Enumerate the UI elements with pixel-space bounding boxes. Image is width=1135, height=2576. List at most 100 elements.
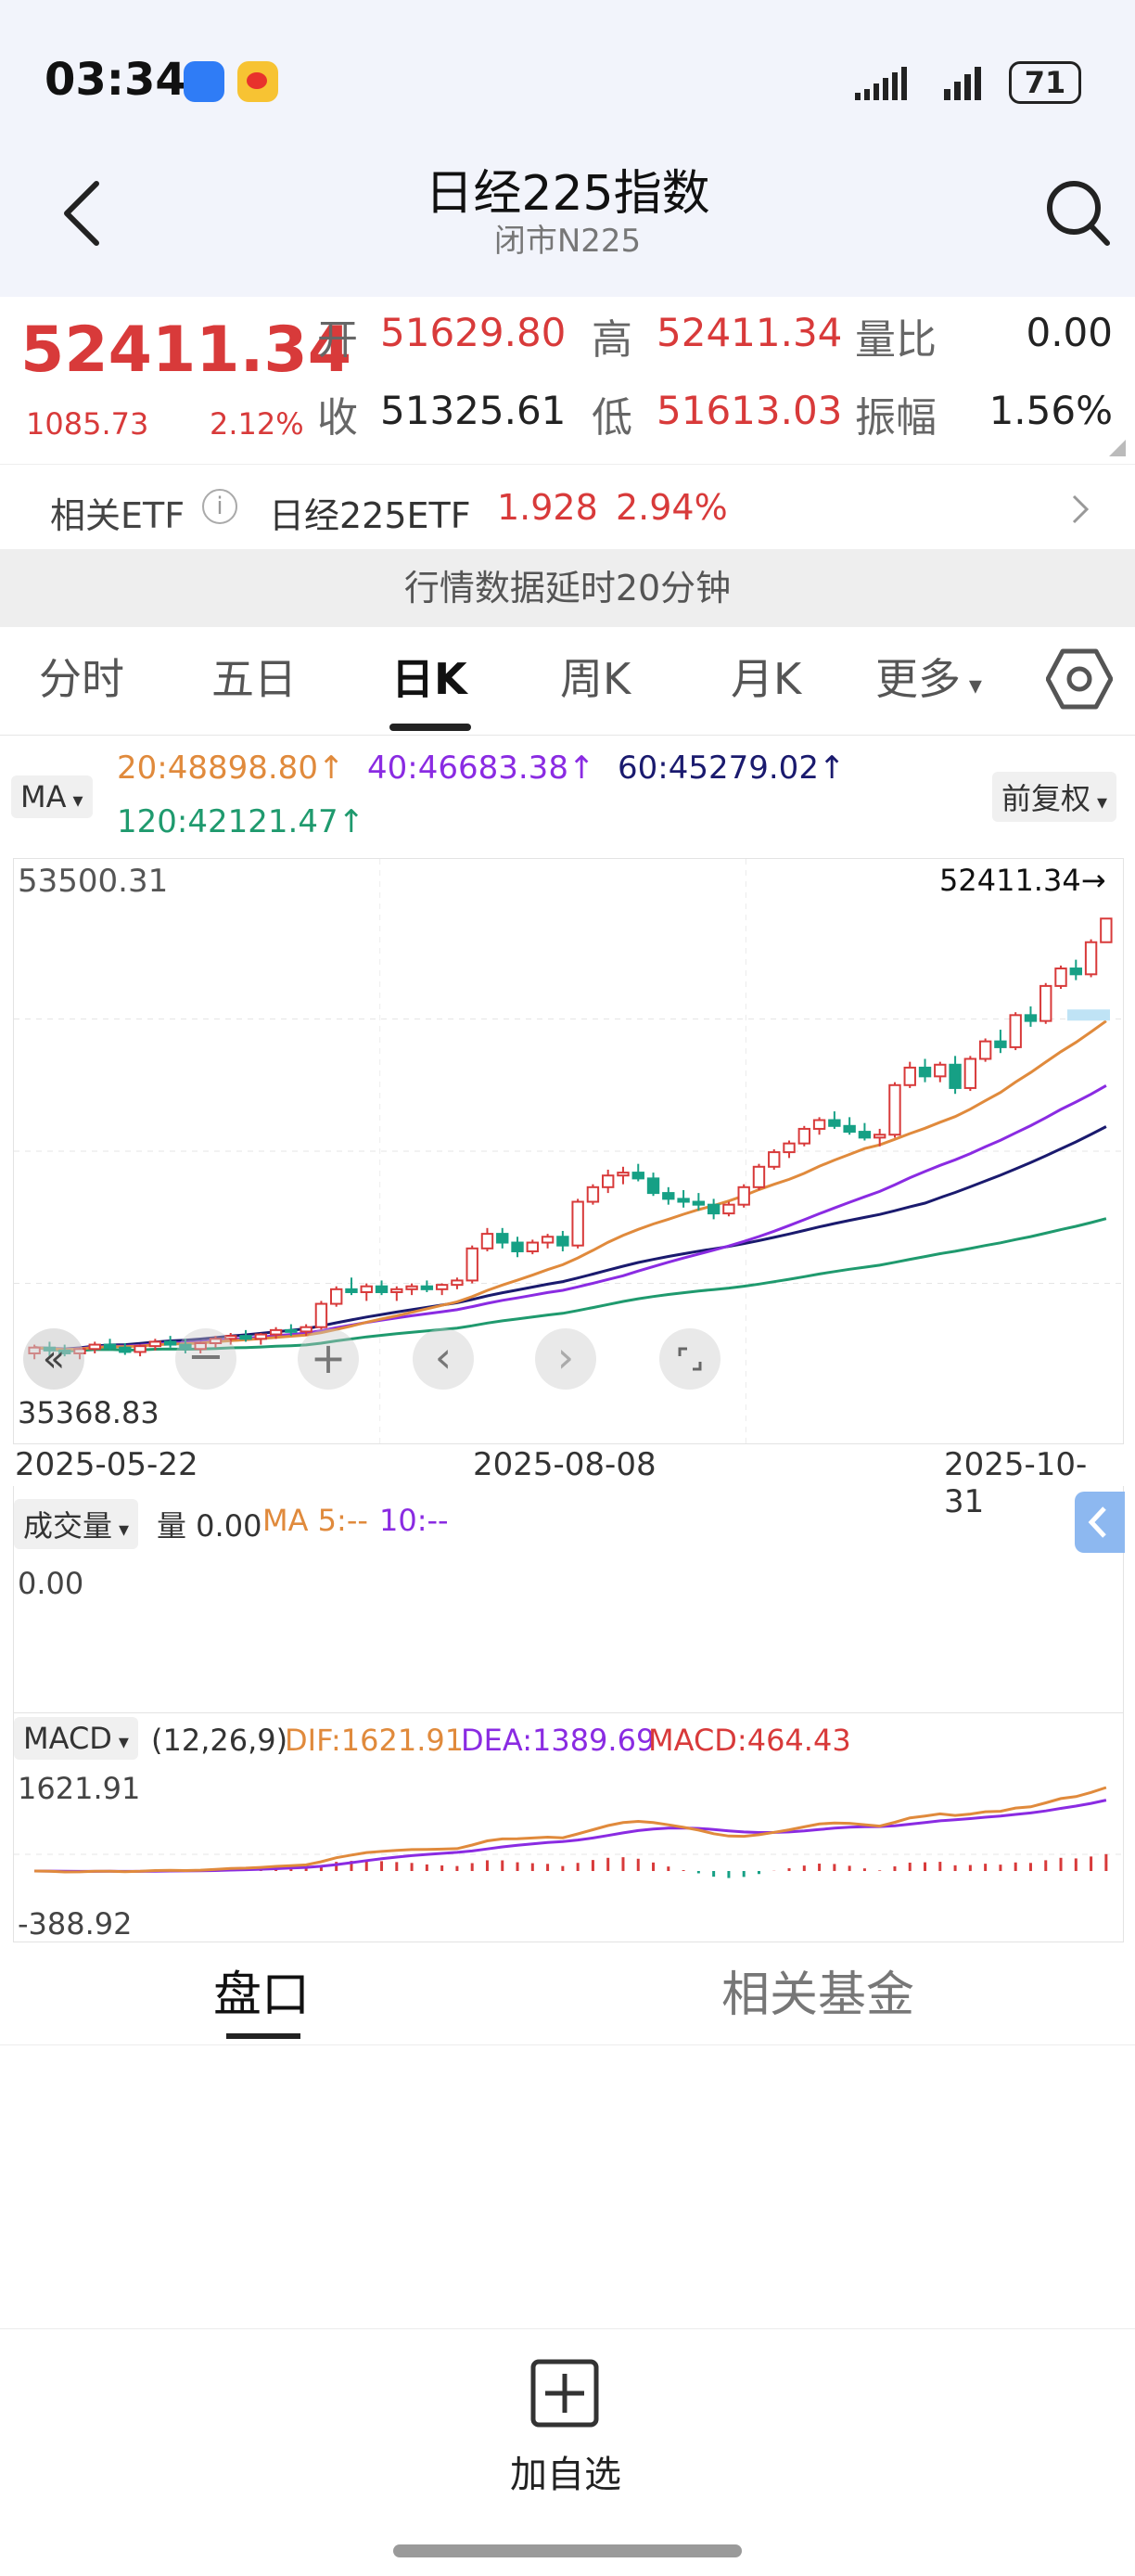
battery-level: 71 (1024, 65, 1066, 100)
weibo-app-icon (237, 61, 278, 102)
y-min-label: 35368.83 (18, 1395, 159, 1430)
candle-body (300, 1326, 312, 1333)
candle-body (586, 1185, 600, 1203)
macd-panel[interactable]: MACD ▾ (12,26,9) DIF:1621.91 DEA:1389.69… (13, 1712, 1124, 1942)
candle-body (134, 1345, 147, 1353)
candle-body (360, 1285, 373, 1293)
tab-monthly-k[interactable]: 月K (731, 654, 802, 704)
home-indicator (393, 2544, 742, 2557)
candle-body (541, 1236, 555, 1244)
candle-body (994, 1040, 1007, 1048)
candle-body (707, 1203, 721, 1215)
macd-selector[interactable]: MACD ▾ (14, 1717, 138, 1760)
chart-toolbar: « − + ‹ › (23, 1328, 728, 1393)
candle-body (617, 1172, 630, 1177)
candle-body (285, 1328, 298, 1333)
period-tabs: 分时 五日 日K 周K 月K 更多 ▾ (0, 627, 1135, 736)
candle-body (119, 1346, 132, 1353)
tab-five-day[interactable]: 五日 (211, 654, 297, 704)
ma120-line (33, 1217, 1107, 1352)
info-icon[interactable]: i (202, 489, 237, 524)
etf-pct: 2.94% (616, 487, 728, 528)
dif-line (34, 1786, 1107, 1874)
macd-value: MACD:464.43 (648, 1723, 851, 1758)
tab-more-label: 更多 (875, 654, 961, 704)
vol-ratio-value: 0.00 (1026, 310, 1113, 355)
candle-body (1100, 917, 1113, 943)
scroll-right-icon[interactable]: › (535, 1328, 596, 1390)
x-label-end: 2025-10-31 (944, 1446, 1088, 1520)
candle-body (390, 1288, 403, 1293)
candle-body (783, 1142, 796, 1154)
volume-value: 量 0.00 (157, 1508, 262, 1544)
volume-selector-label: 成交量 (23, 1508, 113, 1544)
header: 日经225指数 闭市N225 (0, 139, 1135, 297)
ma40-legend: 40:46683.38↑ (367, 750, 595, 787)
last-price: 52411.34 (20, 314, 352, 387)
candle-body (1024, 1014, 1038, 1022)
adjust-selector[interactable]: 前复权 ▾ (992, 772, 1117, 822)
zoom-out-icon[interactable]: − (175, 1328, 236, 1390)
macd-selector-label: MACD (23, 1721, 112, 1756)
tab-order-book[interactable]: 盘口 (213, 1967, 311, 2023)
adjust-selector-label: 前复权 (1001, 781, 1091, 816)
ma120-legend: 120:42121.47↑ (117, 803, 365, 840)
message-app-icon (184, 61, 224, 102)
fullscreen-icon[interactable] (659, 1328, 721, 1390)
candle-body (963, 1057, 977, 1089)
settings-hexagon-icon[interactable] (1045, 646, 1114, 712)
volume-selector[interactable]: 成交量 ▾ (14, 1499, 139, 1549)
candle-body (1054, 968, 1067, 987)
etf-price: 1.928 (497, 487, 598, 528)
candle-body (179, 1343, 192, 1351)
candle-body (692, 1200, 706, 1206)
ma-selector-label: MA (20, 779, 67, 814)
open-label: 开 (317, 316, 358, 364)
candle-body (918, 1066, 932, 1078)
vol-ratio-label: 量比 (855, 316, 937, 364)
chevron-right-icon[interactable] (1066, 491, 1094, 528)
tab-daily-k[interactable]: 日K (391, 654, 467, 704)
candle-body (451, 1279, 464, 1287)
ma-selector[interactable]: MA ▾ (11, 775, 93, 818)
volume-axis-label: 0.00 (18, 1566, 84, 1601)
tab-more[interactable]: 更多 ▾ (875, 646, 982, 707)
add-watchlist-label: 加自选 (510, 2454, 621, 2496)
tab-active-indicator (389, 724, 471, 731)
back-icon[interactable] (56, 176, 111, 250)
candle-body (828, 1119, 841, 1127)
candle-body (103, 1343, 117, 1349)
candle-body (511, 1241, 524, 1252)
price-marker (1067, 1009, 1110, 1021)
etf-label: 相关ETF (50, 495, 185, 536)
bottom-action-bar: 加自选 (0, 2328, 1135, 2576)
rewind-icon[interactable]: « (23, 1328, 84, 1390)
collapse-left-icon[interactable] (1075, 1492, 1125, 1553)
candle-body (148, 1340, 162, 1348)
candle-body (496, 1233, 509, 1244)
tab-weekly-k[interactable]: 周K (560, 654, 631, 704)
amplitude-value: 1.56% (988, 388, 1113, 433)
delay-notice: 行情数据延时20分钟 (0, 549, 1135, 627)
candle-body (888, 1083, 901, 1136)
add-watchlist-button[interactable]: 加自选 (503, 2342, 632, 2496)
candle-body (903, 1066, 916, 1086)
tab-related-funds[interactable]: 相关基金 (721, 1967, 915, 2023)
candle-body (526, 1241, 540, 1252)
macd-dif: DIF:1621.91 (285, 1723, 465, 1758)
zoom-in-icon[interactable]: + (298, 1328, 359, 1390)
scroll-left-icon[interactable]: ‹ (413, 1328, 474, 1390)
tab-intraday[interactable]: 分时 (39, 654, 124, 704)
candle-body (843, 1124, 856, 1134)
candle-body (224, 1335, 237, 1340)
macd-dea: DEA:1389.69 (461, 1723, 656, 1758)
price-change: 1085.73 (26, 406, 149, 442)
search-icon[interactable] (1042, 173, 1113, 250)
candle-body (194, 1341, 207, 1351)
high-value: 52411.34 (657, 310, 843, 355)
last-price-label: 52411.34→ (939, 863, 1106, 898)
kline-svg (14, 859, 1123, 1443)
kline-chart[interactable]: 53500.31 52411.34→ 35368.83 « − + ‹ › (13, 858, 1124, 1444)
macd-params: (12,26,9) (151, 1723, 288, 1758)
related-etf-row[interactable]: 相关ETF i 日经225ETF 1.928 2.94% (0, 464, 1135, 550)
